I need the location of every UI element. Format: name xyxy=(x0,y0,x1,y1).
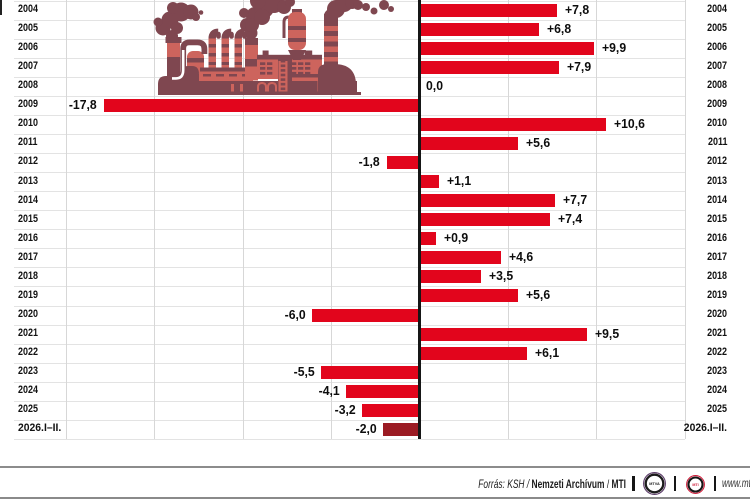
svg-text:MTI: MTI xyxy=(692,482,698,486)
svg-text:MTVA: MTVA xyxy=(649,482,660,486)
